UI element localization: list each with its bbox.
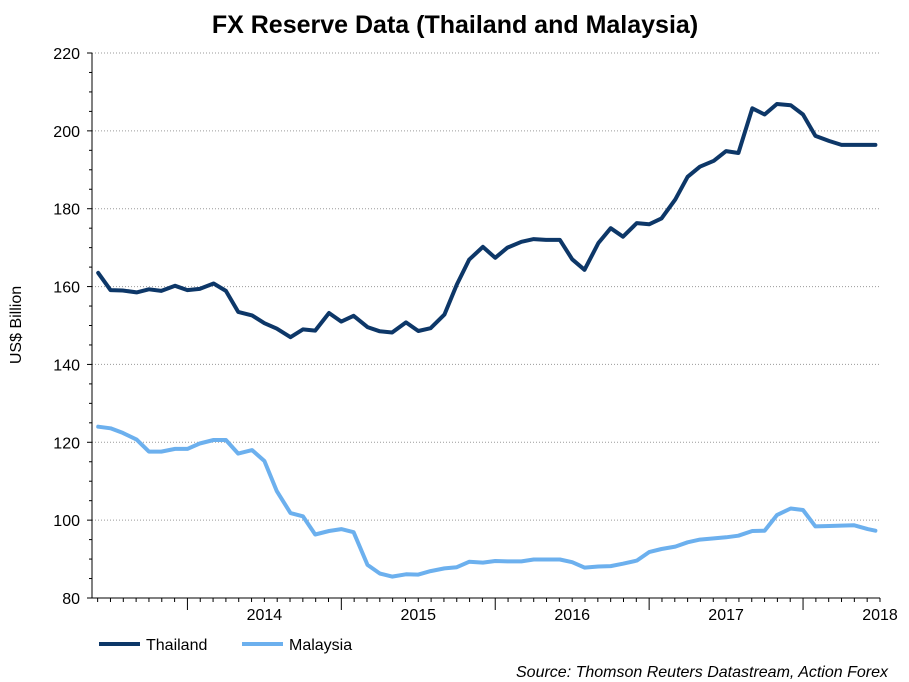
x-axis-ticks: 2014 2015 2016 2017 2018: [97, 598, 898, 624]
y-axis-label: US$ Billion: [8, 286, 25, 364]
x-tick-label-2017: 2017: [708, 607, 744, 624]
legend-label-malaysia: Malaysia: [289, 637, 352, 654]
legend: Thailand Malaysia: [99, 637, 352, 654]
x-tick-label-2014: 2014: [247, 607, 283, 624]
y-tick-label: 80: [62, 591, 80, 608]
y-axis-ticks: 80 100 120 140 160 180 200 220: [53, 46, 92, 608]
y-tick-label: 200: [53, 124, 80, 141]
gridlines: [92, 52, 880, 521]
x-tick-label-2015: 2015: [400, 607, 436, 624]
axes: [91, 53, 880, 599]
y-tick-label: 100: [53, 513, 80, 530]
y-tick-label: 160: [53, 280, 80, 297]
y-tick-label: 140: [53, 357, 80, 374]
series-line-thailand: [96, 102, 878, 340]
legend-label-thailand: Thailand: [146, 637, 207, 654]
series-line-malaysia: [96, 424, 878, 579]
source-note: Source: Thomson Reuters Datastream, Acti…: [516, 664, 889, 681]
series-lines: [96, 102, 878, 579]
y-tick-label: 180: [53, 202, 80, 219]
y-tick-label: 120: [53, 435, 80, 452]
x-tick-label-2016: 2016: [554, 607, 590, 624]
chart-title: FX Reserve Data (Thailand and Malaysia): [212, 11, 698, 39]
y-tick-label: 220: [53, 46, 80, 63]
x-tick-label-2018: 2018: [862, 607, 898, 624]
